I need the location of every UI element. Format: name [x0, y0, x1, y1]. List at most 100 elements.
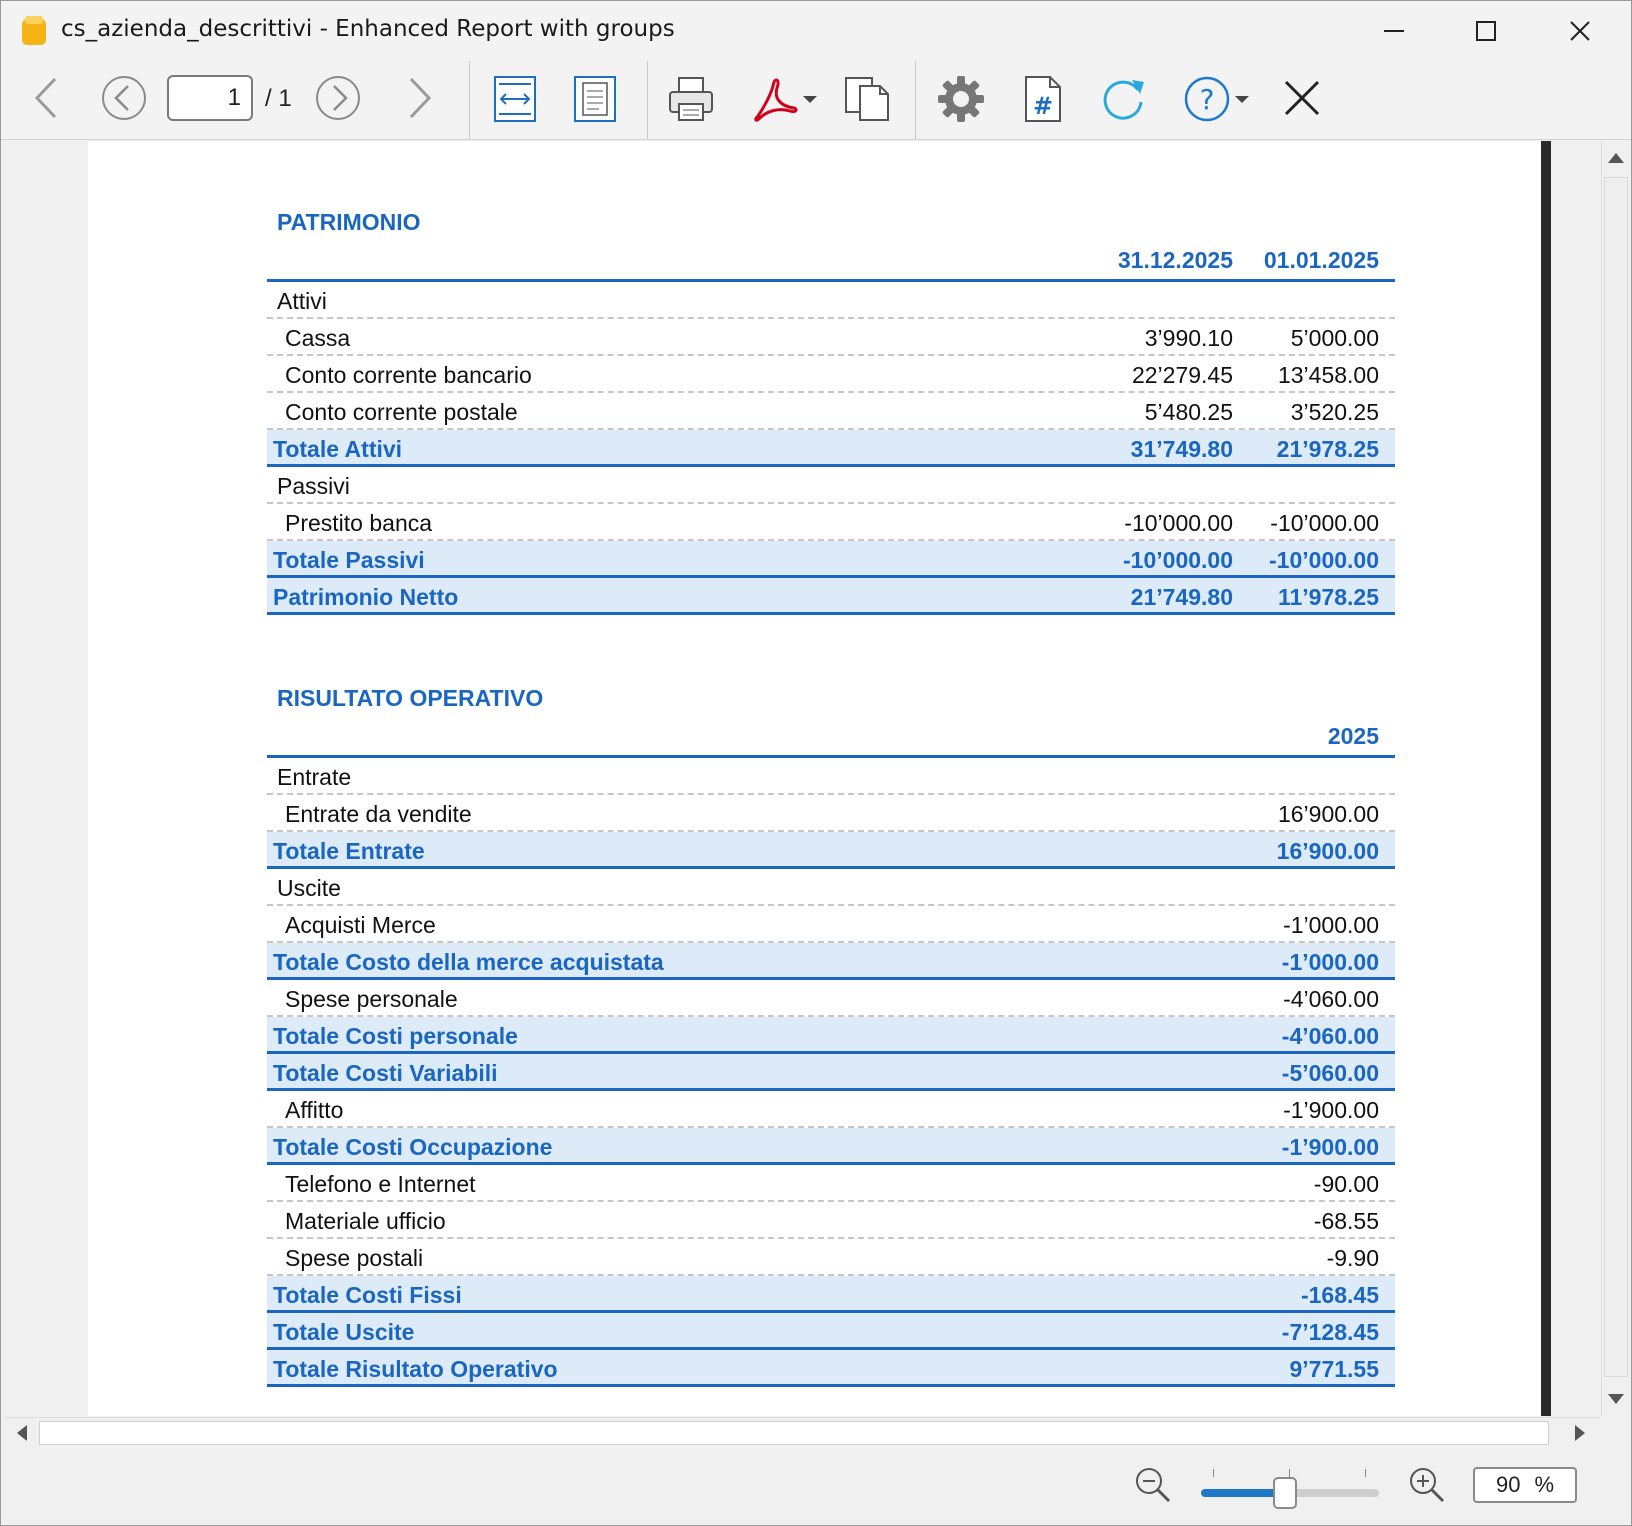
- row-label: Materiale ufficio: [285, 1208, 446, 1234]
- value-previous: -10’000.00: [1270, 510, 1379, 536]
- zoom-unit: %: [1534, 1472, 1555, 1497]
- toolbar-separator: [647, 61, 648, 139]
- group-header-row: Passivi: [267, 467, 1395, 504]
- svg-text:?: ?: [1200, 83, 1215, 116]
- section-title-patrimonio: PATRIMONIO: [277, 209, 421, 235]
- document-viewport[interactable]: [5, 141, 1600, 1416]
- slider-tick: [1365, 1469, 1366, 1477]
- row-label: Totale Costi personale: [273, 1023, 518, 1049]
- scroll-left-icon[interactable]: [7, 1418, 37, 1448]
- table-header: 2025: [267, 721, 1395, 758]
- value-current: 21’749.80: [1130, 584, 1233, 610]
- scroll-right-icon[interactable]: [1565, 1418, 1595, 1448]
- page-number-input[interactable]: 1: [167, 75, 253, 121]
- horizontal-scrollbar[interactable]: [5, 1417, 1601, 1448]
- chevron-right-icon: [409, 77, 432, 119]
- table-row: Prestito banca -10’000.00 -10’000.00: [267, 504, 1395, 541]
- first-page-button[interactable]: [23, 75, 69, 121]
- last-page-button[interactable]: [397, 75, 443, 121]
- close-report-button[interactable]: [1277, 73, 1327, 123]
- value-year: -5’060.00: [1281, 1060, 1379, 1086]
- print-button[interactable]: [663, 71, 719, 127]
- column-header-previous: 01.01.2025: [1263, 247, 1379, 273]
- slider-tick: [1289, 1469, 1290, 1477]
- zoom-level-field[interactable]: 90 %: [1473, 1467, 1577, 1503]
- group-header-row: Uscite: [267, 869, 1395, 906]
- scroll-down-icon[interactable]: [1602, 1384, 1630, 1414]
- minimize-icon: [1384, 30, 1404, 32]
- printer-icon: [669, 77, 713, 121]
- vertical-scrollbar[interactable]: [1601, 141, 1630, 1416]
- value-current: 22’279.45: [1131, 362, 1233, 388]
- value-year: -1’900.00: [1281, 1134, 1379, 1160]
- row-label: Totale Uscite: [273, 1319, 415, 1345]
- app-logo-icon: [22, 16, 46, 45]
- value-previous: -10’000.00: [1269, 547, 1379, 573]
- value-current: 5’480.25: [1144, 399, 1233, 425]
- row-label: Entrate: [277, 764, 352, 790]
- total-row: Totale Risultato Operativo 9’771.55: [267, 1350, 1395, 1387]
- minimize-button[interactable]: [1371, 9, 1417, 53]
- hash-document-icon: #: [1025, 76, 1061, 122]
- export-pdf-button[interactable]: [747, 71, 823, 127]
- horizontal-scroll-thumb[interactable]: [39, 1421, 1549, 1445]
- value-year: -7’128.45: [1281, 1319, 1379, 1345]
- row-label: Totale Costi Occupazione: [273, 1134, 553, 1160]
- total-row: Totale Costi Occupazione -1’900.00: [267, 1128, 1395, 1165]
- scroll-up-icon[interactable]: [1602, 143, 1630, 173]
- zoom-slider-fill: [1201, 1489, 1285, 1497]
- table-row: Affitto -1’900.00: [267, 1091, 1395, 1128]
- window-title: cs_azienda_descrittivi - Enhanced Report…: [61, 16, 675, 42]
- value-year: -4’060.00: [1281, 1023, 1379, 1049]
- fit-width-button[interactable]: [487, 71, 543, 127]
- column-header-year: 2025: [1327, 723, 1379, 749]
- value-year: -1’000.00: [1281, 949, 1379, 975]
- zoom-in-icon: [1410, 1468, 1445, 1503]
- table-header: 31.12.2025 01.01.2025: [267, 245, 1395, 282]
- row-label: Conto corrente postale: [285, 399, 518, 425]
- table-row: Conto corrente postale 5’480.25 3’520.25: [267, 393, 1395, 430]
- zoom-value: 90: [1495, 1472, 1521, 1497]
- copy-button[interactable]: [839, 71, 895, 127]
- next-page-button[interactable]: [313, 73, 363, 123]
- value-year: -1’000.00: [1283, 912, 1379, 938]
- value-current: 31’749.80: [1130, 436, 1233, 462]
- refresh-icon: [1103, 80, 1144, 120]
- help-button[interactable]: ?: [1177, 71, 1257, 127]
- row-label: Totale Costo della merce acquistata: [273, 949, 664, 975]
- table-row: Spese personale -4’060.00: [267, 980, 1395, 1017]
- previous-page-button[interactable]: [99, 73, 149, 123]
- zoom-slider[interactable]: [1201, 1469, 1379, 1509]
- page-numbering-button[interactable]: #: [1015, 71, 1071, 127]
- row-label: Passivi: [277, 473, 350, 499]
- fit-page-button[interactable]: [567, 71, 623, 127]
- settings-button[interactable]: [933, 71, 989, 127]
- vertical-scroll-thumb[interactable]: [1604, 177, 1628, 1377]
- report-page: [88, 141, 1541, 1416]
- fit-width-icon: [494, 76, 536, 122]
- row-label: Totale Costi Fissi: [273, 1282, 462, 1308]
- zoom-in-button[interactable]: [1405, 1463, 1449, 1507]
- zoom-slider-thumb[interactable]: [1272, 1477, 1297, 1509]
- value-year: -9.90: [1326, 1245, 1379, 1271]
- close-window-button[interactable]: [1557, 9, 1603, 53]
- copy-icon: [845, 77, 889, 121]
- risultato-table: 2025 Entrate Entrate da vendite 16’900.00 T…: [267, 721, 1395, 1387]
- table-row: Spese postali -9.90: [267, 1239, 1395, 1276]
- zoom-out-button[interactable]: [1131, 1463, 1175, 1507]
- table-row: Entrate da vendite 16’900.00: [267, 795, 1395, 832]
- value-year: 16’900.00: [1276, 838, 1379, 864]
- maximize-button[interactable]: [1463, 9, 1509, 53]
- title-bar: cs_azienda_descrittivi - Enhanced Report…: [1, 1, 1631, 61]
- refresh-button[interactable]: [1095, 71, 1151, 127]
- close-icon: [1570, 21, 1590, 41]
- section-title-risultato: RISULTATO OPERATIVO: [277, 685, 544, 711]
- total-row: Totale Passivi -10’000.00 -10’000.00: [267, 541, 1395, 578]
- row-label: Totale Passivi: [273, 547, 425, 573]
- group-header-row: Entrate: [267, 758, 1395, 795]
- value-previous: 21’978.25: [1276, 436, 1379, 462]
- value-current: 3’990.10: [1144, 325, 1233, 351]
- total-row: Totale Costi Variabili -5’060.00: [267, 1054, 1395, 1091]
- status-bar: 90 %: [1, 1447, 1631, 1525]
- total-row: Totale Attivi 31’749.80 21’978.25: [267, 430, 1395, 467]
